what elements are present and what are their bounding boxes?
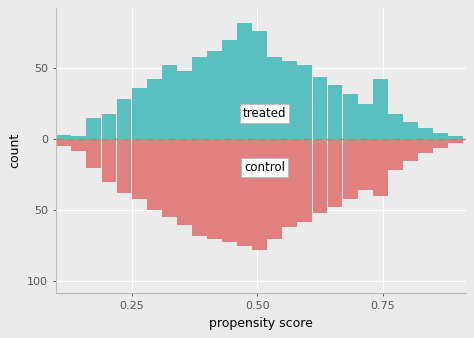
Bar (56, 139, 71, 146)
Bar (328, 139, 343, 208)
Bar (358, 139, 373, 190)
Bar (56, 135, 71, 139)
Bar (101, 139, 117, 182)
Bar (192, 57, 207, 139)
Bar (388, 139, 403, 170)
Bar (418, 139, 433, 153)
Bar (283, 61, 297, 139)
Bar (283, 139, 297, 227)
Bar (177, 139, 192, 224)
Bar (312, 77, 328, 139)
Bar (252, 139, 267, 250)
Bar (207, 139, 222, 239)
Bar (448, 136, 463, 139)
Bar (72, 139, 86, 150)
Bar (117, 99, 131, 139)
Bar (132, 88, 146, 139)
Text: treated: treated (243, 107, 286, 120)
Bar (298, 139, 312, 222)
Bar (86, 118, 101, 139)
Bar (192, 139, 207, 236)
Bar (237, 139, 252, 246)
Bar (162, 139, 177, 217)
Bar (373, 139, 388, 196)
Bar (448, 139, 463, 143)
Y-axis label: count: count (9, 133, 21, 168)
Bar (267, 139, 282, 239)
Bar (433, 139, 448, 148)
Bar (403, 139, 418, 161)
Bar (343, 94, 357, 139)
Bar (117, 139, 131, 193)
X-axis label: propensity score: propensity score (209, 317, 313, 330)
Bar (358, 104, 373, 139)
Bar (418, 128, 433, 139)
Bar (267, 57, 282, 139)
Bar (207, 51, 222, 139)
Bar (328, 85, 343, 139)
Bar (433, 134, 448, 139)
Bar (86, 139, 101, 168)
Bar (222, 139, 237, 242)
Bar (343, 139, 357, 199)
Bar (298, 65, 312, 139)
Bar (312, 139, 328, 213)
Bar (222, 40, 237, 139)
Bar (147, 139, 162, 210)
Bar (147, 79, 162, 139)
Bar (132, 139, 146, 199)
Bar (373, 79, 388, 139)
Bar (403, 122, 418, 139)
Bar (72, 136, 86, 139)
Bar (252, 31, 267, 139)
Text: control: control (244, 161, 285, 174)
Bar (101, 114, 117, 139)
Bar (237, 23, 252, 139)
Bar (162, 65, 177, 139)
Bar (177, 71, 192, 139)
Bar (388, 114, 403, 139)
